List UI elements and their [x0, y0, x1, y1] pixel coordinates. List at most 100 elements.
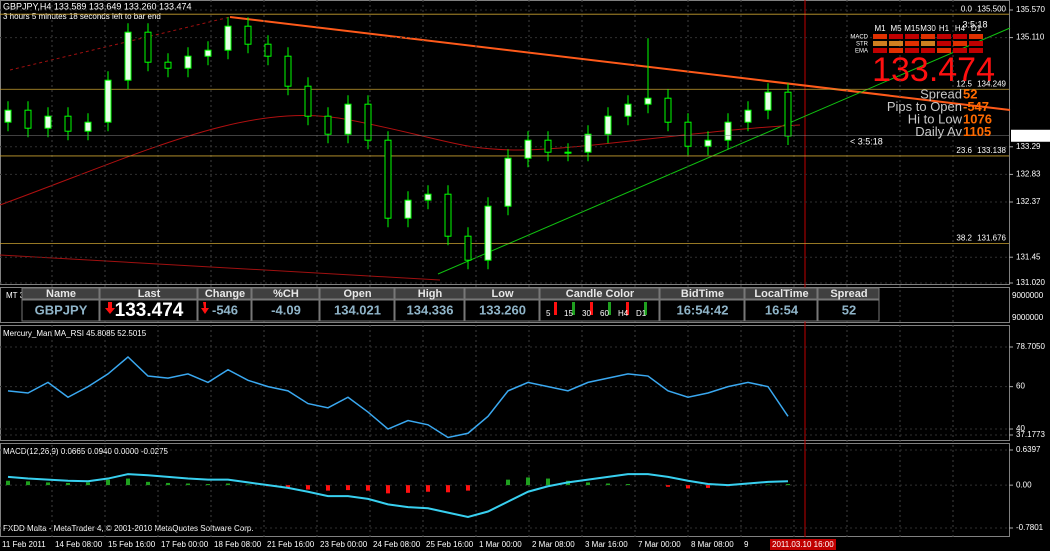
candle-body — [4, 109, 12, 123]
y-tick-label: 133.29 — [1016, 142, 1041, 151]
histogram-bar — [786, 484, 790, 486]
x-tick-label: 17 Feb 00:00 — [161, 540, 209, 549]
info-label: Hi to Low — [908, 111, 963, 126]
candle-body — [524, 139, 532, 159]
candle-body — [84, 121, 92, 132]
fib-ratio: 12.5 — [956, 79, 972, 88]
signal-name: STR — [856, 42, 869, 48]
histogram-bar — [246, 484, 250, 486]
header-cell — [659, 287, 745, 300]
candle-label: 15 — [564, 309, 573, 318]
candle-body — [504, 157, 512, 207]
x-tick-label: 14 Feb 08:00 — [55, 540, 103, 549]
down-arrow — [201, 302, 209, 314]
x-tick-label: 18 Feb 08:00 — [214, 540, 262, 549]
histogram-bar — [226, 483, 230, 486]
bid-box — [1011, 129, 1050, 142]
histogram-bar — [86, 482, 90, 486]
x-tick-label: 24 Feb 08:00 — [373, 540, 421, 549]
value-cell — [539, 299, 660, 322]
value-cell — [99, 299, 198, 322]
footer: FXDD Malta - MetaTrader 4, © 2001-2010 M… — [3, 524, 254, 533]
header-cell — [394, 287, 465, 300]
y-tick-label: 60 — [1016, 382, 1025, 391]
timeframe: M15 — [904, 24, 920, 33]
candle-body — [384, 139, 392, 219]
candle-body — [704, 139, 712, 147]
moving-average — [0, 115, 801, 206]
signal-cell — [889, 41, 903, 46]
candle-body — [24, 109, 32, 129]
header-text: Spread — [830, 288, 867, 300]
y-tick-label: 0.00 — [1016, 480, 1032, 489]
candle-swatch — [626, 302, 629, 315]
candle-body — [604, 115, 612, 135]
trend-line — [229, 16, 1011, 111]
header-cell — [21, 287, 100, 300]
x-tick-label: 1 Mar 00:00 — [479, 540, 522, 549]
x-tick-label: 3 Mar 16:00 — [585, 540, 628, 549]
fib-ratio: 38.2 — [956, 234, 972, 243]
signal-cell — [873, 48, 887, 53]
histogram-bar — [366, 485, 370, 491]
signal-cell — [921, 48, 935, 53]
histogram-bar — [286, 485, 290, 488]
histogram-bar — [446, 485, 450, 493]
x-tick-label: 2 Mar 08:00 — [532, 540, 575, 549]
header-cell — [197, 287, 252, 300]
header-text: Last — [138, 288, 161, 300]
histogram-bar — [406, 485, 410, 493]
big-price: 133.474 — [872, 51, 995, 89]
signal-name: EMA — [855, 49, 868, 55]
trend-line — [9, 16, 231, 71]
candle-label: 30 — [582, 309, 591, 318]
candle-body — [584, 133, 592, 153]
x-tick-label: 23 Feb 00:00 — [320, 540, 368, 549]
histogram-bar — [426, 485, 430, 492]
value-cell — [744, 299, 818, 322]
header-cell — [817, 287, 880, 300]
signal-cell — [953, 41, 967, 46]
fib-ratio: 0.0 — [961, 4, 973, 13]
signal-cell — [889, 48, 903, 53]
candle-body — [644, 97, 652, 105]
x-highlight: 2011.03.10 16:00 — [772, 540, 834, 549]
histogram-bar — [466, 485, 470, 491]
info-label: Spread — [920, 86, 962, 101]
y-tick-label: 37.1773 — [1016, 430, 1045, 439]
histogram-bar — [186, 483, 190, 486]
header-text: Name — [46, 288, 76, 300]
candle-body — [324, 115, 332, 135]
down-arrow — [105, 302, 115, 314]
value-cell — [319, 299, 395, 322]
timeframe: H1 — [939, 24, 950, 33]
symbol-line: GBPJPY,H4 133.589 133.649 133.260 133.47… — [3, 1, 192, 11]
header-cell — [464, 287, 540, 300]
candle-body — [64, 115, 72, 132]
timeframe: M30 — [920, 24, 936, 33]
candle-body — [564, 151, 572, 154]
header-cell — [251, 287, 320, 300]
candle-body — [464, 235, 472, 261]
signal-cell — [953, 34, 967, 39]
candle-body — [484, 205, 492, 261]
y-tick-label: 132.83 — [1016, 170, 1041, 179]
candle-label: 60 — [600, 309, 609, 318]
header-text: Candle Color — [566, 288, 635, 300]
header-text: Change — [205, 288, 245, 300]
y-tick-label: 131.45 — [1016, 252, 1041, 261]
header-cell — [539, 287, 660, 300]
y-tick-label: 131.020 — [1016, 278, 1045, 287]
x-tick-label: 8 Mar 08:00 — [691, 540, 734, 549]
histogram-bar — [326, 485, 330, 491]
histogram-bar — [666, 485, 670, 487]
y-tick-label: 78.7050 — [1016, 342, 1045, 351]
histogram-bar — [166, 482, 170, 486]
value-text: 52 — [842, 302, 856, 317]
value-cell — [464, 299, 540, 322]
bar-timer: < 3:5:18 — [850, 136, 883, 146]
candle-label: H4 — [618, 309, 629, 318]
candle-body — [544, 139, 552, 153]
histogram-bar — [766, 484, 770, 486]
x-tick-label: 21 Feb 16:00 — [267, 540, 315, 549]
